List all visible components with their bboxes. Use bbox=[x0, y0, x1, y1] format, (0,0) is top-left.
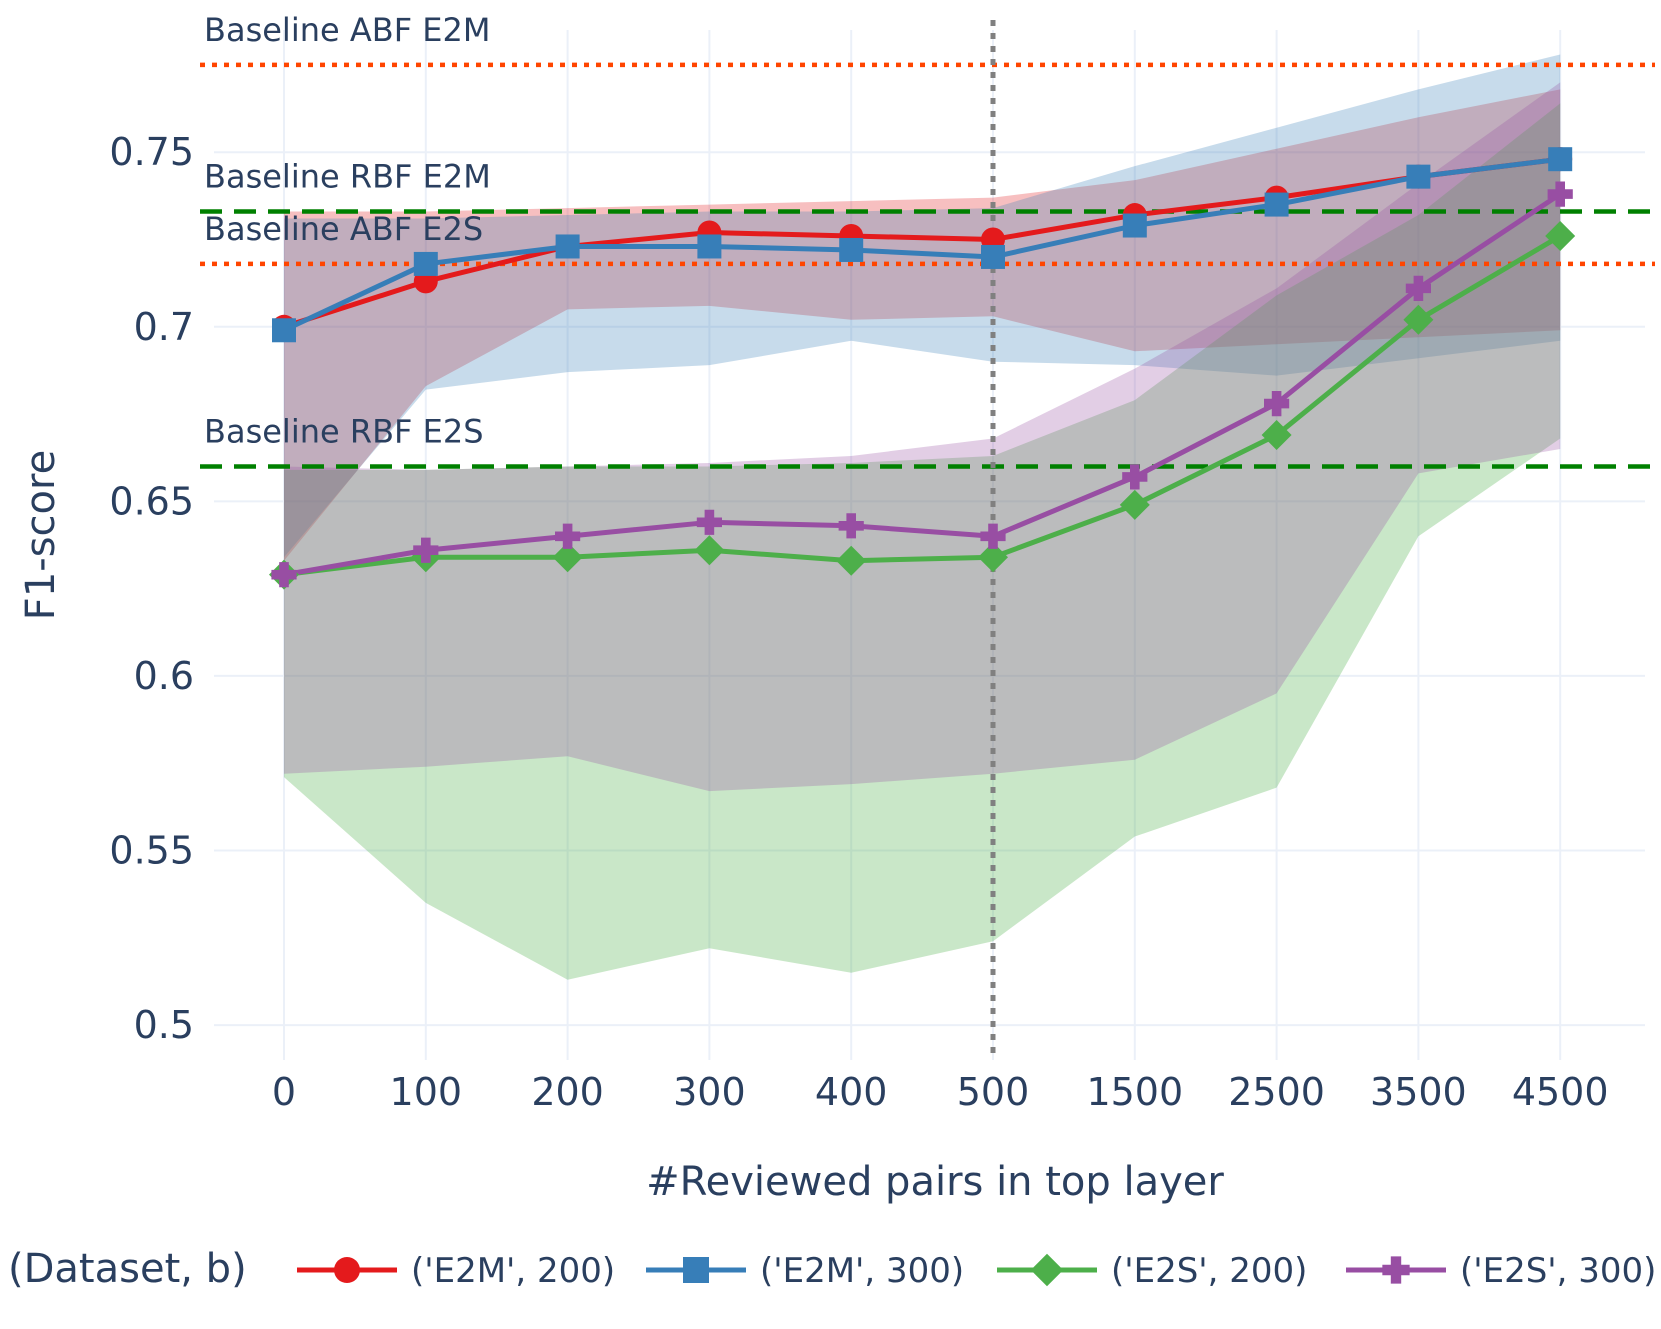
point-e2s-300-500 bbox=[980, 523, 1006, 549]
band-e2m-200 bbox=[284, 89, 1561, 561]
x-tick-label: 300 bbox=[673, 1070, 746, 1114]
series-markers bbox=[269, 147, 1576, 590]
point-e2m-300-2500 bbox=[1264, 192, 1289, 217]
point-e2m-300-1500 bbox=[1122, 213, 1147, 238]
baseline-label-baseline-abf-e2m: Baseline ABF E2M bbox=[204, 11, 490, 49]
point-e2s-200-4500 bbox=[1545, 221, 1576, 251]
point-e2s-300-100 bbox=[413, 537, 439, 563]
legend: (Dataset, b) ('E2M', 200) ('E2M', 300) ('E2… bbox=[8, 1246, 1656, 1292]
point-e2m-300-300 bbox=[697, 234, 722, 259]
x-tick-label: 4500 bbox=[1512, 1070, 1609, 1114]
point-e2m-300-3500 bbox=[1406, 164, 1431, 189]
y-tick-label: 0.6 bbox=[134, 654, 194, 698]
legend-title: (Dataset, b) bbox=[8, 1246, 247, 1292]
legend-entry-e2m-300: ('E2M', 300) bbox=[760, 1251, 964, 1291]
point-e2s-300-0 bbox=[271, 562, 297, 588]
point-e2s-300-1500 bbox=[1122, 464, 1148, 490]
line-e2m-300 bbox=[282, 156, 1561, 333]
x-tick-label: 3500 bbox=[1370, 1070, 1467, 1114]
x-tick-label: 2500 bbox=[1228, 1070, 1325, 1114]
line-e2s-200 bbox=[283, 233, 1562, 578]
point-e2m-300-0 bbox=[272, 318, 296, 343]
x-tick-label: 100 bbox=[390, 1070, 463, 1114]
x-tick-label: 400 bbox=[815, 1070, 888, 1114]
x-tick-label: 1500 bbox=[1086, 1070, 1183, 1114]
x-tick-label: 500 bbox=[957, 1070, 1030, 1114]
band-e2s-200 bbox=[284, 103, 1561, 980]
x-tick-labels: 0 100 200 300 400 500 1500 2500 3500 4500 bbox=[272, 1070, 1609, 1114]
y-axis-title: F1-score bbox=[18, 450, 64, 620]
band-e2m-300 bbox=[284, 54, 1561, 558]
x-tick-label: 0 bbox=[272, 1070, 296, 1114]
x-tick-label: 200 bbox=[531, 1070, 604, 1114]
point-e2m-300-4500 bbox=[1548, 147, 1573, 172]
legend-marker-e2s-200 bbox=[1030, 1253, 1064, 1287]
point-e2s-200-400 bbox=[836, 545, 867, 576]
point-e2s-200-300 bbox=[694, 535, 725, 566]
y-tick-label: 0.5 bbox=[134, 1003, 194, 1047]
confidence-bands bbox=[284, 54, 1561, 980]
point-e2s-200-1500 bbox=[1119, 489, 1150, 520]
line-e2s-300 bbox=[283, 192, 1562, 578]
point-e2s-200-3500 bbox=[1403, 304, 1434, 335]
legend-marker-e2s-300 bbox=[1382, 1256, 1410, 1284]
band-e2s-300 bbox=[284, 82, 1561, 792]
point-e2m-300-200 bbox=[555, 234, 580, 259]
legend-marker-e2m-300 bbox=[683, 1257, 709, 1283]
line-e2m-200 bbox=[283, 156, 1561, 330]
point-e2s-200-200 bbox=[552, 542, 583, 573]
baseline-label-baseline-rbf-e2s: Baseline RBF E2S bbox=[204, 412, 484, 450]
baseline-label-baseline-rbf-e2m: Baseline RBF E2M bbox=[204, 158, 491, 196]
point-e2s-300-2500 bbox=[1264, 390, 1290, 417]
point-e2m-300-100 bbox=[413, 251, 438, 276]
legend-entry-e2s-300: ('E2S', 300) bbox=[1460, 1251, 1656, 1291]
y-tick-label: 0.55 bbox=[109, 829, 194, 873]
baseline-label-baseline-abf-e2s: Baseline ABF E2S bbox=[204, 210, 483, 248]
point-e2s-300-200 bbox=[555, 523, 581, 549]
point-e2s-200-2500 bbox=[1261, 420, 1292, 451]
point-e2s-300-3500 bbox=[1405, 275, 1431, 301]
legend-entry-e2s-200: ('E2S', 200) bbox=[1111, 1251, 1307, 1291]
point-e2s-200-500 bbox=[978, 542, 1008, 573]
y-tick-label: 0.75 bbox=[109, 130, 194, 174]
x-axis-title: #Reviewed pairs in top layer bbox=[646, 1159, 1224, 1205]
legend-entry-e2m-200: ('E2M', 200) bbox=[411, 1251, 615, 1291]
y-tick-label: 0.65 bbox=[109, 479, 194, 523]
point-e2s-300-4500 bbox=[1547, 181, 1573, 207]
y-tick-label: 0.7 bbox=[134, 305, 194, 349]
point-e2m-300-400 bbox=[839, 237, 864, 262]
point-e2m-300-500 bbox=[981, 244, 1005, 269]
point-e2s-300-300 bbox=[696, 509, 722, 535]
point-e2s-300-400 bbox=[838, 513, 864, 539]
legend-marker-e2m-200 bbox=[334, 1257, 360, 1283]
series-lines bbox=[282, 156, 1562, 578]
grid bbox=[214, 30, 1645, 1060]
y-tick-labels: 0.5 0.55 0.6 0.65 0.7 0.75 bbox=[109, 130, 194, 1047]
